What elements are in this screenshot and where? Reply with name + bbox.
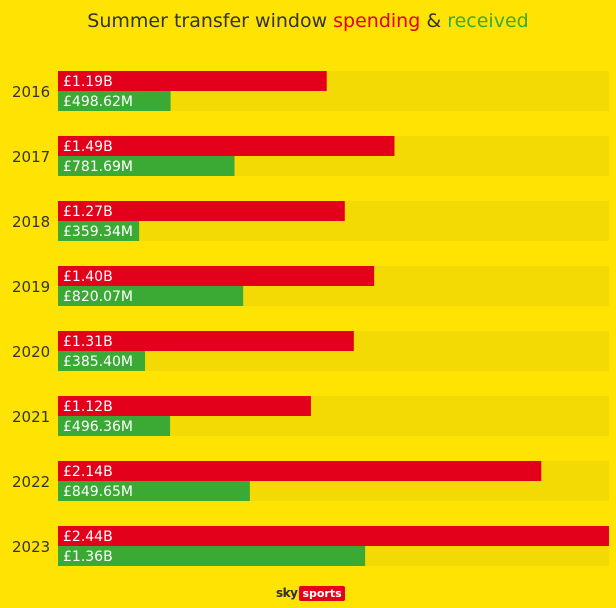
received-bar [58,351,146,371]
spending-bar [58,201,345,221]
spending-bar [58,331,354,351]
spending-label: £1.27B [63,204,113,220]
year-label: 2023 [12,538,50,556]
title-spending: spending [333,10,421,32]
spending-bar [58,396,311,416]
spending-label: £1.40B [63,269,113,285]
chart-title: Summer transfer window spending & receiv… [0,10,616,32]
year-label: 2020 [12,343,50,361]
spending-label: £1.12B [63,399,113,415]
spending-label: £2.14B [63,464,113,480]
received-label: £385.40M [63,354,133,370]
received-label: £496.36M [63,419,133,435]
spending-bar [58,136,395,156]
received-label: £849.65M [63,484,133,500]
logo-sports: sports [299,585,345,601]
year-label: 2017 [12,148,50,166]
spending-label: £1.49B [63,139,113,155]
spending-bar [58,266,375,286]
year-label: 2019 [12,278,50,296]
received-label: £781.69M [63,159,133,175]
year-label: 2021 [12,408,50,426]
received-bar [58,416,171,436]
year-label: 2016 [12,83,50,101]
sky-sports-logo: sky sports [276,584,345,602]
received-bar [58,156,235,176]
received-bar [58,221,140,241]
title-received: received [447,10,529,32]
spending-label: £1.19B [63,74,113,90]
received-bar [58,481,250,501]
received-label: £359.34M [63,224,133,240]
spending-bar [58,71,327,91]
spending-label: £2.44B [63,529,113,545]
spending-bar [58,526,609,546]
year-label: 2018 [12,213,50,231]
title-prefix: Summer transfer window [87,10,334,32]
logo-sky: sky [276,586,298,600]
year-label: 2022 [12,473,50,491]
received-label: £1.36B [63,549,113,565]
spending-label: £1.31B [63,334,113,350]
received-bar [58,286,244,306]
received-label: £820.07M [63,289,133,305]
received-bar [58,546,366,566]
received-label: £498.62M [63,94,133,110]
spending-bar [58,461,542,481]
title-amp: & [420,10,448,32]
received-bar [58,91,171,111]
